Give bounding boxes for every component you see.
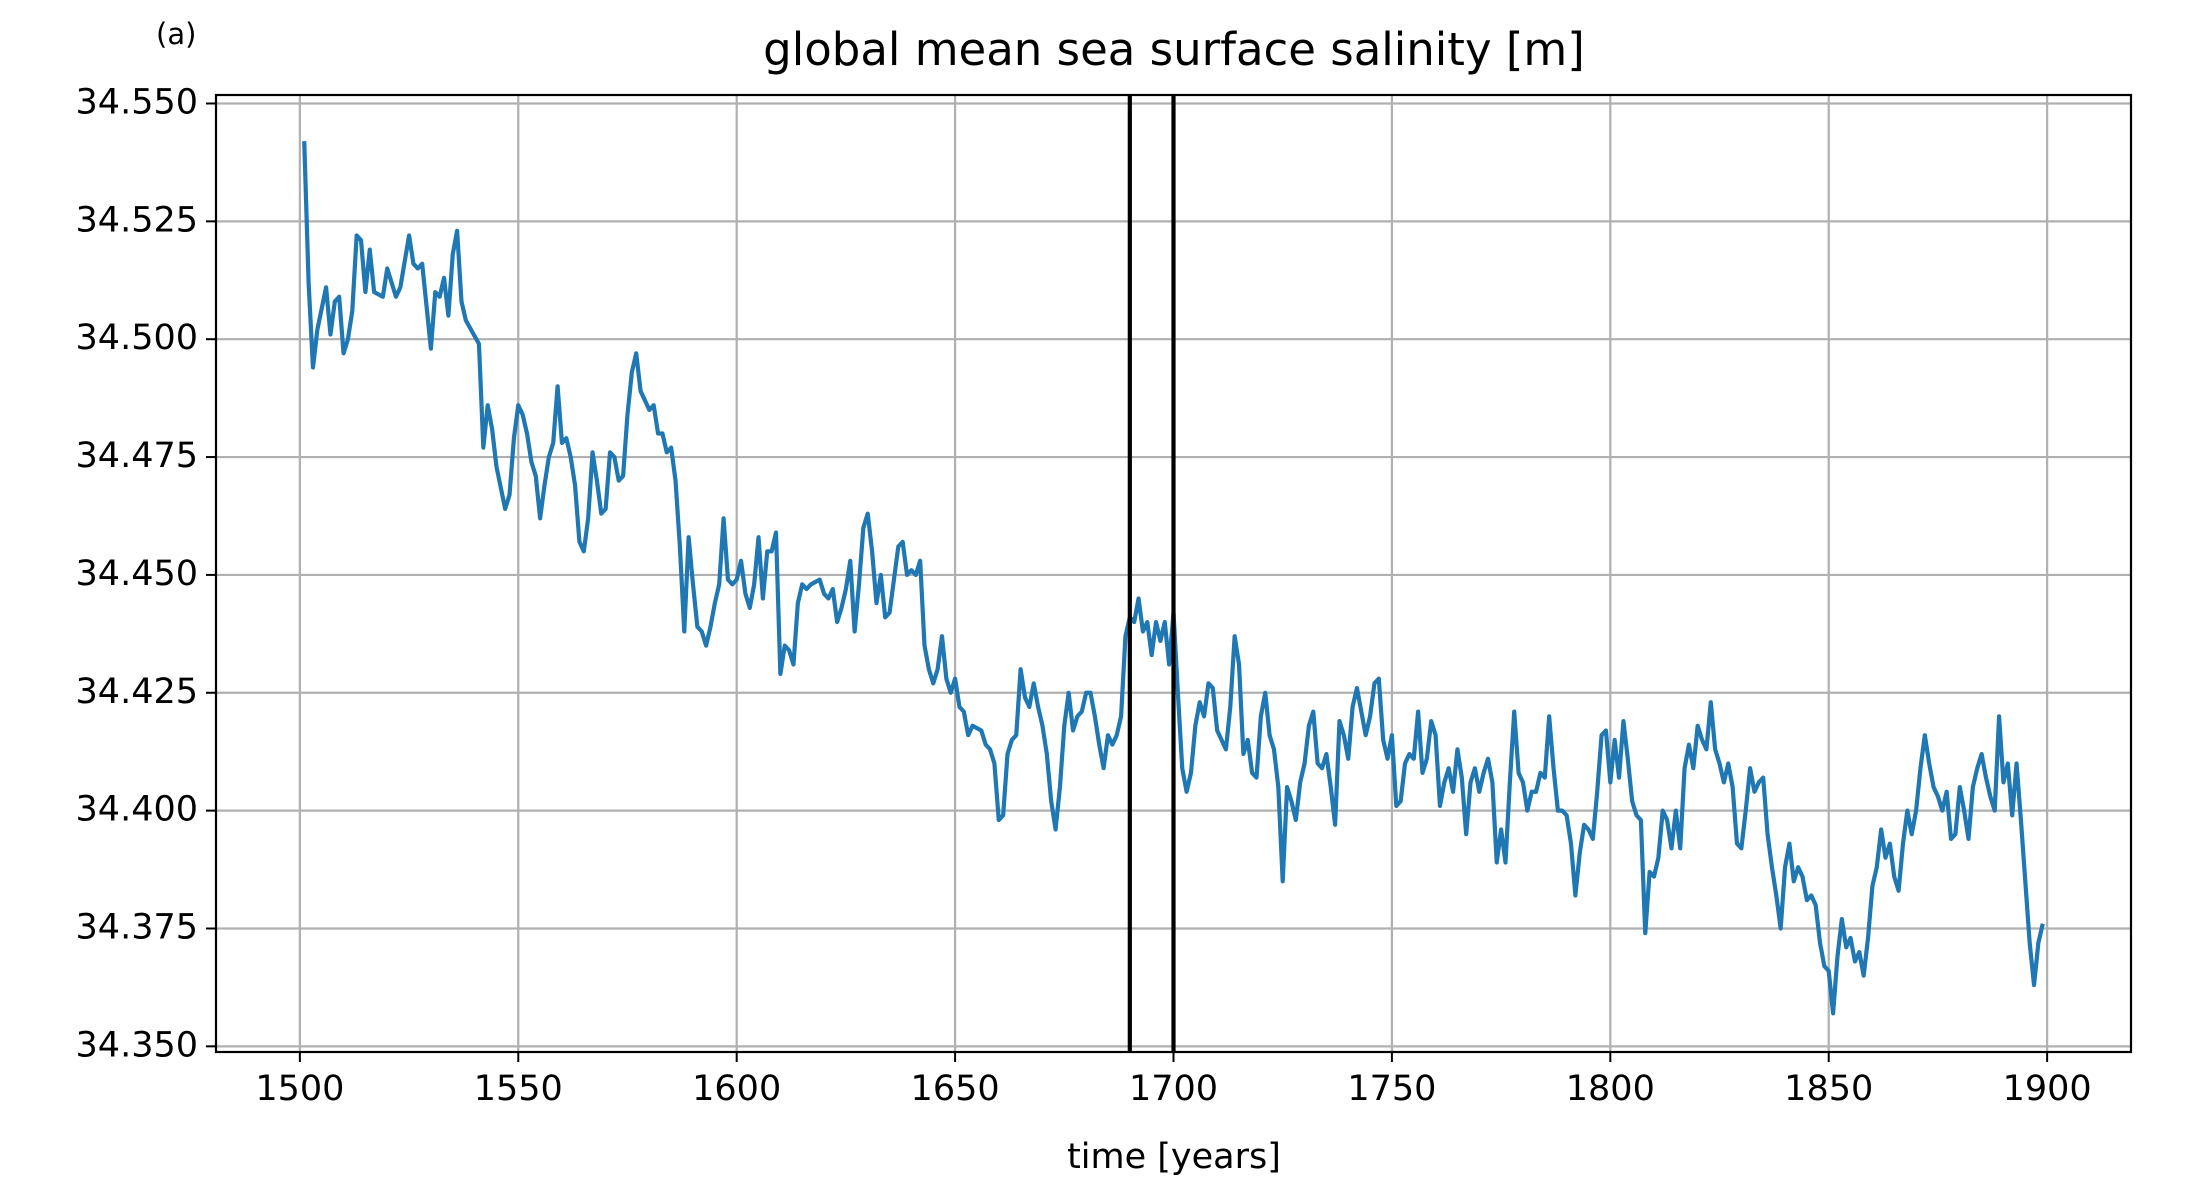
x-tick-label: 1550 [474, 1069, 563, 1109]
x-axis-label: time [years] [1067, 1137, 1281, 1177]
x-tick-label: 1850 [1784, 1069, 1873, 1109]
y-tick-label: 34.550 [76, 82, 198, 122]
data-line [302, 141, 2045, 1016]
x-tick-label: 1700 [1129, 1069, 1218, 1109]
y-tick-label: 34.400 [76, 790, 198, 830]
plot-frame [214, 93, 2133, 1054]
x-tick-label: 1800 [1566, 1069, 1655, 1109]
panel-label: (a) [156, 17, 196, 51]
y-tick-label: 34.475 [76, 436, 198, 476]
chart-title: global mean sea surface salinity [m] [763, 23, 1585, 76]
y-tick-label: 34.375 [76, 907, 198, 947]
x-tick-label: 1750 [1347, 1069, 1436, 1109]
y-tick-label: 34.425 [76, 672, 198, 712]
x-tick-label: 1500 [255, 1069, 344, 1109]
y-tick-label: 34.500 [76, 318, 198, 358]
x-tick-label: 1650 [911, 1069, 1000, 1109]
y-tick-label: 34.350 [76, 1025, 198, 1065]
y-tick-label: 34.525 [76, 200, 198, 240]
x-tick-label: 1900 [2003, 1069, 2092, 1109]
y-tick-label: 34.450 [76, 554, 198, 594]
x-tick-label: 1600 [692, 1069, 781, 1109]
